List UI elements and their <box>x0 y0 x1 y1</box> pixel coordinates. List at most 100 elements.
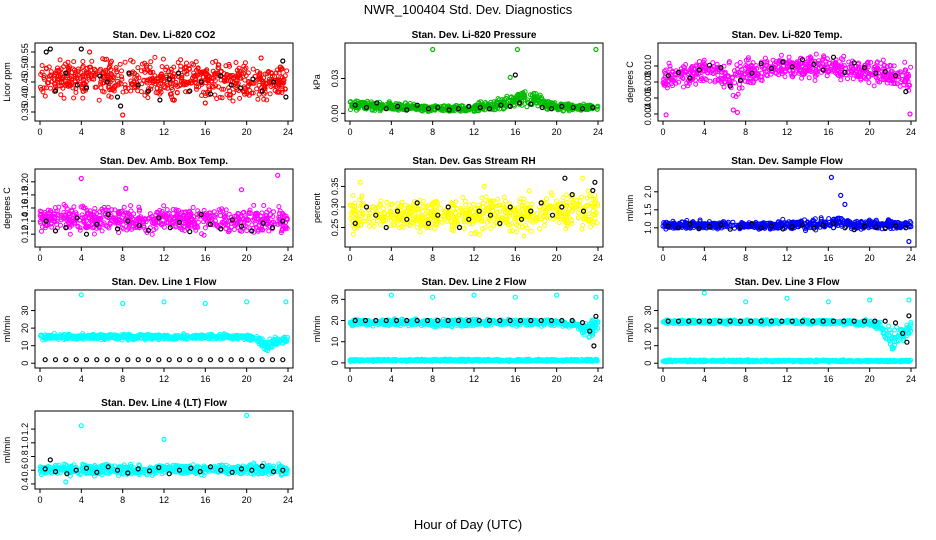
data-point <box>242 77 248 83</box>
data-point <box>169 66 174 72</box>
data-point <box>394 103 401 110</box>
data-point <box>243 65 249 71</box>
data-point <box>218 73 224 79</box>
data-point <box>514 46 521 53</box>
data-point <box>883 75 889 81</box>
data-point <box>262 83 268 89</box>
y-tick-label: 0.03 <box>330 70 340 88</box>
data-point <box>107 79 113 85</box>
x-tick-label: 12 <box>782 253 792 263</box>
data-point <box>521 95 527 101</box>
data-point <box>859 69 865 75</box>
data-point <box>193 77 199 83</box>
data-point <box>78 292 84 298</box>
data-point <box>746 64 752 70</box>
data-point <box>811 61 817 68</box>
data-point <box>259 88 265 94</box>
data-point <box>245 70 251 76</box>
data-point <box>745 55 751 61</box>
panel-title: Stan. Dev. Sample Flow <box>731 156 843 167</box>
data-point <box>128 88 134 94</box>
data-point <box>89 58 95 64</box>
data-point <box>862 62 868 68</box>
data-point <box>98 220 104 226</box>
data-point <box>579 194 584 200</box>
data-point <box>192 79 198 85</box>
data-point <box>146 216 152 222</box>
data-point <box>752 70 757 76</box>
data-point <box>732 80 738 86</box>
data-point <box>721 84 727 90</box>
data-point <box>268 70 274 76</box>
data-point <box>183 217 189 223</box>
data-point <box>190 205 196 210</box>
data-point <box>136 208 142 214</box>
data-point <box>851 60 857 66</box>
x-tick-label: 20 <box>242 253 252 263</box>
data-point <box>693 81 699 87</box>
data-point <box>47 46 53 52</box>
data-point <box>186 223 192 229</box>
data-point <box>207 221 214 227</box>
data-point <box>164 80 170 86</box>
data-point <box>875 77 881 82</box>
data-point <box>778 52 784 58</box>
data-point <box>411 105 417 111</box>
data-point <box>107 87 113 93</box>
data-point <box>104 357 110 363</box>
data-point <box>592 179 598 185</box>
data-points <box>347 46 601 114</box>
data-point <box>279 66 284 72</box>
data-point <box>238 223 245 229</box>
data-point <box>251 202 257 208</box>
data-point <box>790 74 796 80</box>
data-point <box>460 195 466 200</box>
data-point <box>261 203 267 208</box>
data-point <box>119 68 124 74</box>
data-point <box>48 208 53 214</box>
y-tick-label: 0.16 <box>20 199 30 217</box>
data-point <box>812 77 818 83</box>
data-point <box>80 59 86 64</box>
data-point <box>678 66 684 72</box>
data-point <box>780 59 786 65</box>
x-tick-label: 0 <box>660 127 665 137</box>
data-point <box>230 98 236 104</box>
data-point <box>882 68 888 75</box>
data-point <box>83 224 88 230</box>
data-point <box>901 82 907 88</box>
data-point <box>838 77 844 83</box>
y-tick-label: 30 <box>20 306 30 316</box>
data-point <box>39 69 45 75</box>
data-point <box>276 83 282 89</box>
data-point <box>148 70 154 76</box>
data-point <box>145 227 152 233</box>
data-point <box>556 104 562 110</box>
data-point <box>769 68 774 74</box>
data-point <box>273 70 279 76</box>
data-point <box>58 92 64 98</box>
data-point <box>803 62 809 68</box>
data-point <box>490 205 496 211</box>
data-point <box>95 216 101 222</box>
data-point <box>39 63 45 68</box>
data-point <box>40 89 46 95</box>
data-point <box>681 84 686 90</box>
data-point <box>252 216 257 222</box>
data-point <box>238 187 245 193</box>
data-point <box>72 70 78 76</box>
data-point <box>218 226 224 232</box>
data-point <box>670 83 675 89</box>
data-point <box>428 105 434 111</box>
data-point <box>556 219 562 225</box>
data-point <box>167 216 173 222</box>
data-point <box>176 219 183 225</box>
data-point <box>63 222 69 228</box>
data-point <box>73 89 79 95</box>
data-point <box>221 86 227 92</box>
data-point <box>282 223 288 229</box>
data-point <box>504 103 510 109</box>
